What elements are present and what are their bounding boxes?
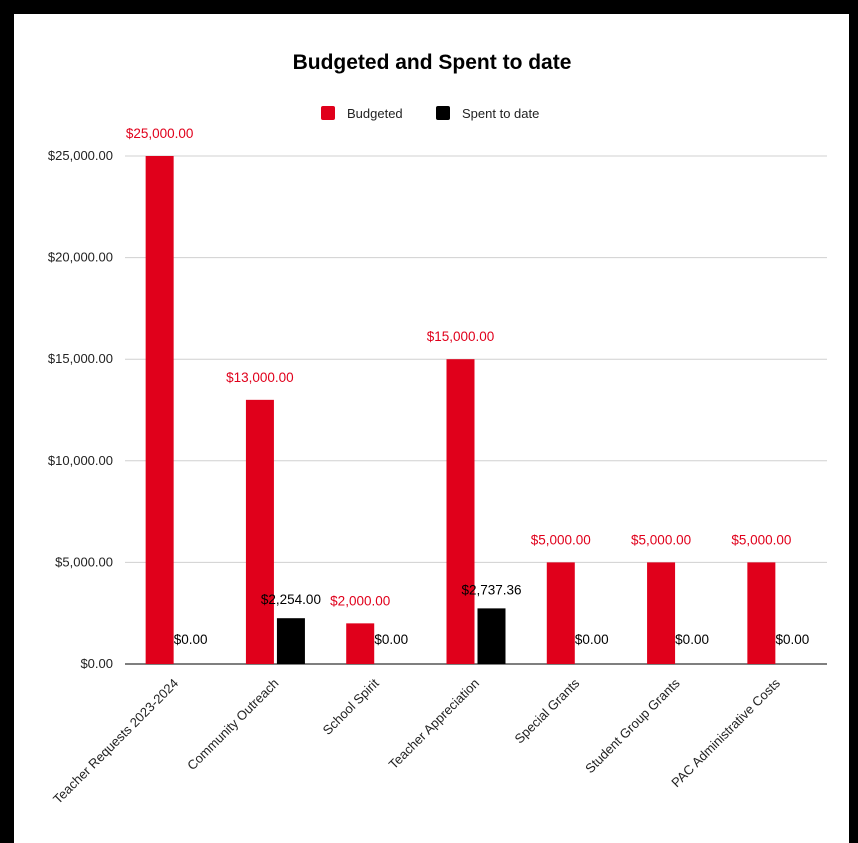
data-label-spent: $0.00: [675, 632, 709, 647]
data-label-budgeted: $2,000.00: [330, 593, 390, 608]
x-tick-label: Special Grants: [512, 675, 583, 746]
x-tick-label: Teacher Requests 2023-2024: [50, 676, 181, 807]
data-label-spent: $2,737.36: [461, 582, 521, 597]
data-label-budgeted: $5,000.00: [531, 532, 591, 547]
bar-budgeted: [647, 562, 676, 664]
legend-item: Budgeted: [321, 106, 403, 121]
bar-chart: Budgeted and Spent to date Budgeted Spent…: [48, 51, 827, 807]
data-label-spent: $2,254.00: [261, 592, 321, 607]
bar-spent: [276, 618, 305, 664]
y-tick-label: $25,000.00: [48, 148, 113, 163]
data-label-spent: $0.00: [575, 632, 609, 647]
bar-budgeted: [346, 623, 375, 664]
data-label-budgeted: $13,000.00: [226, 370, 294, 385]
y-tick-label: $10,000.00: [48, 453, 113, 468]
y-tick-label: $20,000.00: [48, 250, 113, 265]
gridlines: [125, 155, 827, 665]
x-tick-label: Community Outreach: [184, 676, 281, 773]
bar-budgeted: [245, 399, 274, 664]
legend-swatch: [321, 106, 335, 120]
bar-budgeted: [145, 156, 174, 664]
chart-legend: Budgeted Spent to date: [321, 106, 539, 121]
bar-budgeted: [446, 359, 475, 664]
legend-label: Spent to date: [462, 106, 539, 121]
y-tick-label: $5,000.00: [55, 554, 113, 569]
data-label-spent: $0.00: [174, 632, 208, 647]
x-tick-label: Teacher Appreciation: [386, 676, 482, 772]
y-tick-label: $0.00: [80, 656, 113, 671]
legend-label: Budgeted: [347, 106, 403, 121]
bar-budgeted: [747, 562, 776, 664]
x-tick-label: School Spirit: [320, 675, 382, 737]
data-labels: $25,000.00 $0.00 $13,000.00 $2,254.00 $2,000…: [126, 126, 809, 647]
y-axis-ticks: $0.00 $5,000.00 $10,000.00 $15,000.00 $20,00…: [48, 148, 113, 671]
data-label-budgeted: $15,000.00: [427, 329, 495, 344]
bar-spent: [477, 608, 506, 664]
data-label-spent: $0.00: [775, 632, 809, 647]
chart-frame: Budgeted and Spent to date Budgeted Spent…: [14, 14, 849, 843]
bar-budgeted: [546, 562, 575, 664]
x-tick-label: Student Group Grants: [582, 675, 683, 776]
data-label-budgeted: $5,000.00: [731, 532, 791, 547]
legend-item: Spent to date: [436, 106, 539, 121]
x-tick-label: PAC Administrative Costs: [668, 675, 783, 790]
data-label-spent: $0.00: [374, 632, 408, 647]
data-label-budgeted: $5,000.00: [631, 532, 691, 547]
x-axis-ticks: Teacher Requests 2023-2024 Community Outr…: [50, 675, 783, 807]
legend-swatch: [436, 106, 450, 120]
chart-title: Budgeted and Spent to date: [293, 51, 572, 74]
data-label-budgeted: $25,000.00: [126, 126, 194, 141]
y-tick-label: $15,000.00: [48, 351, 113, 366]
bars: [145, 156, 776, 664]
